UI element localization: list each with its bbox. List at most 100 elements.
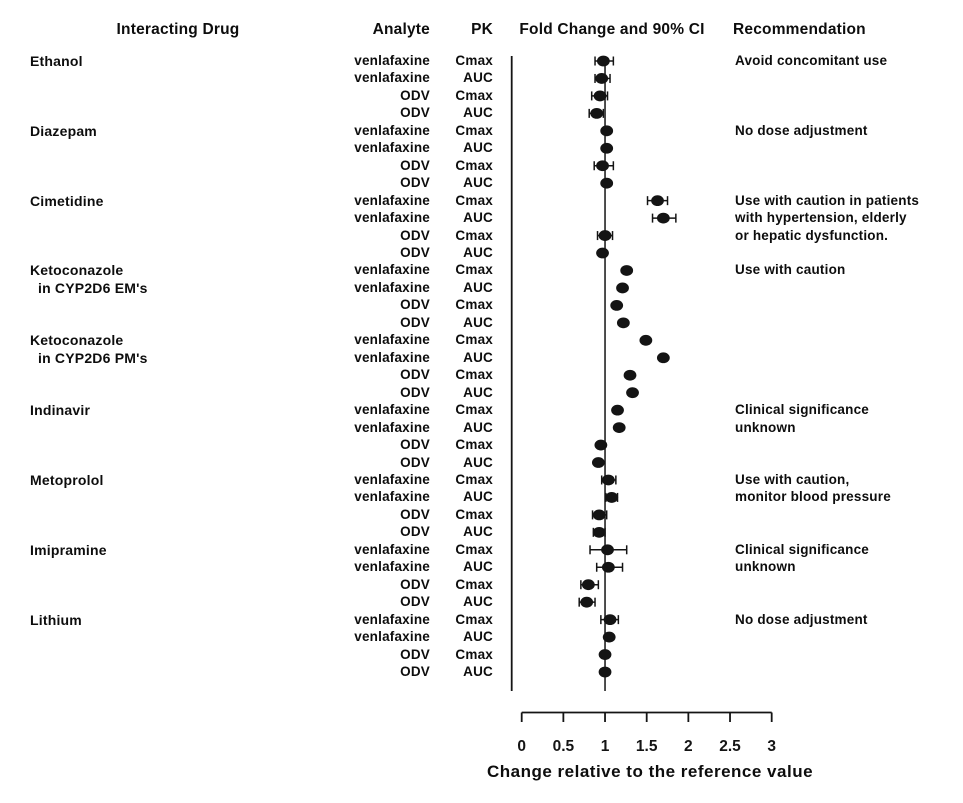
recommendation-text: unknown bbox=[735, 419, 796, 435]
analyte-label: venlafaxine bbox=[354, 559, 430, 575]
pk-label: AUC bbox=[463, 594, 493, 610]
forest-point bbox=[592, 526, 606, 538]
pk-label: AUC bbox=[463, 175, 493, 191]
forest-point bbox=[623, 369, 637, 381]
drug-label: Ketoconazole bbox=[30, 332, 124, 349]
x-axis-tick-label: 1 bbox=[601, 738, 610, 755]
analyte-label: ODV bbox=[400, 297, 430, 313]
drug-label: Metoprolol bbox=[30, 471, 104, 488]
pk-label: Cmax bbox=[455, 646, 493, 662]
forest-point bbox=[651, 195, 664, 207]
pk-label: AUC bbox=[463, 489, 493, 505]
drug-label: Ethanol bbox=[30, 53, 83, 69]
pk-label: Cmax bbox=[455, 122, 493, 138]
forest-point bbox=[598, 666, 612, 678]
pk-label: AUC bbox=[463, 419, 493, 435]
forest-point bbox=[639, 334, 653, 346]
pk-label: AUC bbox=[463, 524, 493, 540]
analyte-label: venlafaxine bbox=[354, 210, 430, 226]
forest-point bbox=[656, 352, 670, 364]
forest-point bbox=[626, 387, 639, 399]
forest-point bbox=[580, 596, 594, 608]
pk-label: Cmax bbox=[455, 87, 493, 103]
forest-point bbox=[596, 160, 609, 172]
forest-point bbox=[616, 282, 629, 294]
analyte-label: ODV bbox=[400, 646, 430, 662]
forest-point bbox=[610, 299, 624, 311]
forest-point bbox=[600, 177, 614, 189]
analyte-label: ODV bbox=[400, 454, 430, 470]
recommendation-text: Avoid concomitant use bbox=[735, 53, 888, 68]
forest-point bbox=[601, 561, 615, 573]
x-axis-tick-label: 0 bbox=[517, 738, 526, 755]
drug-label: Lithium bbox=[30, 611, 82, 628]
forest-point bbox=[591, 457, 605, 468]
column-header-fold-change: Fold Change and 90% CI bbox=[519, 21, 705, 38]
analyte-label: venlafaxine bbox=[354, 70, 430, 86]
drug-label: Ketoconazole bbox=[30, 262, 124, 279]
column-header-pk: PK bbox=[471, 21, 493, 38]
analyte-label: ODV bbox=[400, 105, 430, 121]
pk-label: AUC bbox=[463, 279, 493, 295]
forest-point bbox=[596, 55, 610, 67]
analyte-label: venlafaxine bbox=[354, 402, 430, 418]
pk-label: Cmax bbox=[455, 262, 493, 278]
pk-label: AUC bbox=[463, 454, 493, 470]
pk-label: Cmax bbox=[455, 157, 493, 173]
analyte-label: venlafaxine bbox=[354, 611, 430, 627]
forest-point bbox=[600, 125, 614, 137]
pk-label: AUC bbox=[463, 559, 493, 575]
pk-label: Cmax bbox=[455, 576, 493, 592]
analyte-label: venlafaxine bbox=[354, 122, 430, 138]
analyte-label: venlafaxine bbox=[354, 192, 430, 208]
forest-point bbox=[656, 212, 670, 224]
recommendation-text: Use with caution, bbox=[735, 471, 850, 487]
analyte-label: ODV bbox=[400, 157, 430, 173]
forest-point bbox=[595, 73, 609, 84]
analyte-label: ODV bbox=[400, 314, 430, 330]
pk-label: Cmax bbox=[455, 297, 493, 313]
pk-label: AUC bbox=[463, 384, 493, 400]
analyte-label: ODV bbox=[400, 594, 430, 610]
analyte-label: ODV bbox=[400, 506, 430, 522]
pk-label: Cmax bbox=[455, 192, 493, 208]
drug-sublabel: in CYP2D6 EM's bbox=[38, 279, 148, 296]
forest-point bbox=[601, 474, 615, 486]
recommendation-text: unknown bbox=[735, 559, 796, 575]
x-axis-tick-label: 2 bbox=[684, 738, 693, 755]
forest-point bbox=[605, 492, 619, 503]
analyte-label: ODV bbox=[400, 87, 430, 103]
x-axis-tick-label: 0.5 bbox=[553, 738, 575, 755]
analyte-label: ODV bbox=[400, 576, 430, 592]
recommendation-text: Use with caution in patients bbox=[735, 192, 920, 208]
analyte-label: venlafaxine bbox=[354, 541, 430, 557]
pk-label: Cmax bbox=[455, 471, 493, 487]
forest-point bbox=[600, 142, 614, 154]
x-axis-title: Change relative to the reference value bbox=[486, 762, 814, 781]
analyte-label: ODV bbox=[400, 663, 430, 679]
recommendation-text: with hypertension, elderly bbox=[735, 210, 907, 226]
pk-label: Cmax bbox=[455, 332, 493, 348]
pk-label: Cmax bbox=[455, 437, 493, 453]
analyte-label: ODV bbox=[400, 437, 430, 453]
analyte-label: venlafaxine bbox=[354, 629, 430, 645]
pk-label: AUC bbox=[463, 663, 493, 679]
analyte-label: venlafaxine bbox=[354, 419, 430, 435]
pk-label: AUC bbox=[463, 70, 493, 86]
pk-label: AUC bbox=[463, 105, 493, 121]
pk-label: AUC bbox=[463, 245, 493, 261]
forest-point bbox=[620, 265, 634, 276]
pk-label: AUC bbox=[463, 140, 493, 156]
pk-label: Cmax bbox=[455, 611, 493, 627]
pk-label: AUC bbox=[463, 629, 493, 645]
forest-point bbox=[598, 230, 612, 241]
drug-label: Cimetidine bbox=[30, 192, 104, 209]
pk-label: AUC bbox=[463, 210, 493, 226]
column-header-analyte: Analyte bbox=[372, 21, 430, 38]
analyte-label: ODV bbox=[400, 245, 430, 261]
forest-point bbox=[590, 107, 604, 119]
recommendation-text: Clinical significance bbox=[735, 541, 869, 557]
analyte-label: venlafaxine bbox=[354, 489, 430, 505]
